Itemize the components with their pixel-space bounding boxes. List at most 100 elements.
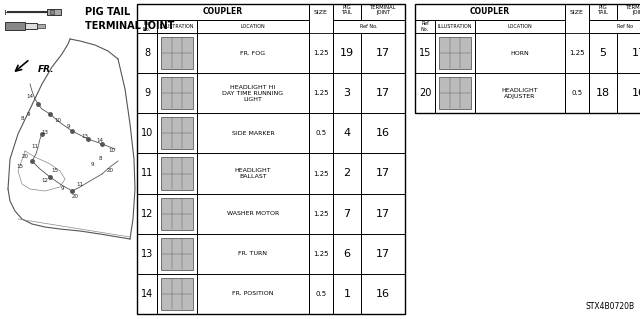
Text: FR.: FR. — [38, 64, 54, 73]
Text: 1.25: 1.25 — [313, 211, 329, 217]
Text: TERMINAL
JOINT: TERMINAL JOINT — [626, 4, 640, 15]
Text: LOCATION: LOCATION — [241, 24, 266, 29]
Bar — [161, 37, 193, 69]
Text: 15: 15 — [17, 165, 24, 169]
Bar — [137, 4, 309, 20]
Text: COUPLER: COUPLER — [470, 8, 510, 17]
Bar — [309, 73, 333, 113]
Text: 5: 5 — [600, 48, 607, 58]
Bar — [333, 4, 361, 20]
Text: 20: 20 — [22, 154, 29, 160]
Text: 1.25: 1.25 — [313, 50, 329, 56]
Text: 1: 1 — [344, 289, 351, 299]
Bar — [157, 234, 197, 274]
Text: 9: 9 — [26, 112, 29, 116]
Bar — [137, 153, 157, 194]
Text: Ref
No.: Ref No. — [143, 21, 151, 32]
Text: 11: 11 — [141, 168, 153, 179]
Bar — [361, 113, 405, 153]
Bar — [361, 274, 405, 314]
Bar — [161, 197, 193, 230]
Bar — [415, 73, 435, 113]
Text: 12: 12 — [141, 209, 153, 219]
Bar — [157, 194, 197, 234]
Text: 17: 17 — [376, 209, 390, 219]
Bar — [475, 20, 565, 33]
Text: 14: 14 — [141, 289, 153, 299]
Text: TERMINAL
JOINT: TERMINAL JOINT — [370, 4, 396, 15]
Text: 16: 16 — [376, 128, 390, 138]
Bar — [161, 77, 193, 109]
Bar — [197, 73, 309, 113]
Bar — [589, 33, 617, 73]
Text: 12: 12 — [42, 179, 49, 183]
Text: SIDE MARKER: SIDE MARKER — [232, 131, 275, 136]
Bar — [25, 23, 37, 29]
Bar — [435, 33, 475, 73]
Bar — [309, 4, 333, 314]
Bar — [137, 4, 405, 314]
Text: 0.5: 0.5 — [572, 90, 582, 96]
Text: 15: 15 — [51, 168, 58, 174]
Bar — [617, 73, 640, 113]
Bar — [333, 20, 405, 33]
Text: 1.25: 1.25 — [569, 50, 585, 56]
Text: 14: 14 — [97, 138, 104, 144]
Bar — [197, 113, 309, 153]
Bar — [333, 194, 361, 234]
Bar — [361, 153, 405, 194]
Bar — [309, 33, 333, 73]
Text: COUPLER: COUPLER — [203, 8, 243, 17]
Bar — [333, 33, 361, 73]
Bar — [333, 73, 361, 113]
Bar — [589, 4, 617, 20]
Bar — [157, 20, 197, 33]
Bar — [197, 234, 309, 274]
Text: 11: 11 — [77, 182, 83, 187]
Bar — [197, 20, 309, 33]
Bar — [197, 33, 309, 73]
Text: Ref No.: Ref No. — [360, 24, 378, 29]
Bar — [137, 274, 157, 314]
Bar — [161, 158, 193, 189]
Text: STX4B0720B: STX4B0720B — [586, 302, 635, 311]
Bar — [415, 33, 435, 73]
Text: 19: 19 — [340, 48, 354, 58]
Bar — [415, 4, 565, 20]
Bar — [333, 234, 361, 274]
Text: 1.25: 1.25 — [313, 90, 329, 96]
Bar — [415, 4, 640, 113]
Bar — [589, 20, 640, 33]
Bar — [309, 234, 333, 274]
Text: Ref No: Ref No — [617, 24, 633, 29]
Text: 10: 10 — [141, 128, 153, 138]
Text: HORN: HORN — [511, 51, 529, 56]
Text: FR. POSITION: FR. POSITION — [232, 292, 274, 296]
Bar — [475, 33, 565, 73]
Bar — [5, 22, 25, 30]
Bar — [137, 73, 157, 113]
Bar — [161, 117, 193, 149]
Bar — [361, 234, 405, 274]
Bar — [197, 274, 309, 314]
Text: PIG TAIL: PIG TAIL — [85, 7, 131, 17]
Text: 13: 13 — [81, 133, 88, 138]
Text: 17: 17 — [376, 249, 390, 259]
Bar — [435, 20, 475, 33]
Text: 17: 17 — [376, 88, 390, 98]
Text: PIG
TAIL: PIG TAIL — [342, 4, 353, 15]
Text: 8: 8 — [144, 48, 150, 58]
Bar — [333, 274, 361, 314]
Bar — [565, 33, 589, 73]
Text: PIG
TAIL: PIG TAIL — [598, 4, 609, 15]
Text: 10: 10 — [54, 118, 61, 123]
Text: 4: 4 — [344, 128, 351, 138]
Bar — [435, 73, 475, 113]
Bar — [161, 238, 193, 270]
Text: 20: 20 — [106, 168, 113, 174]
Bar — [197, 153, 309, 194]
Text: 7: 7 — [344, 209, 351, 219]
Text: 9: 9 — [144, 88, 150, 98]
Text: 10: 10 — [109, 149, 115, 153]
Text: WASHER MOTOR: WASHER MOTOR — [227, 211, 279, 216]
